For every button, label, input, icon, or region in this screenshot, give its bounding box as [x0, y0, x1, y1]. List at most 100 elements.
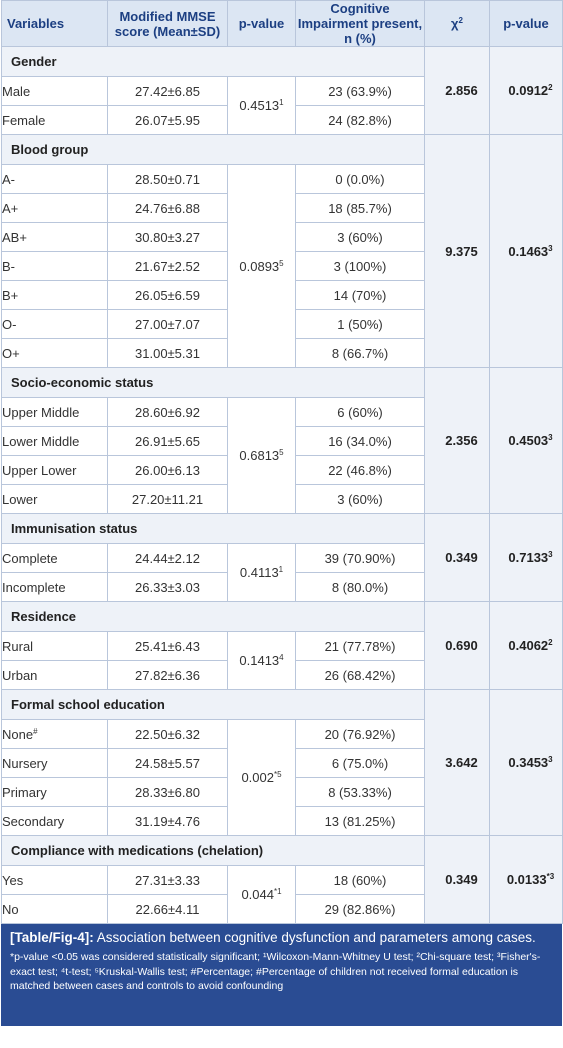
- p-value-superscript: 3: [548, 243, 553, 253]
- chi-symbol: χ: [451, 16, 459, 31]
- mmse-score: 27.00±7.07: [107, 309, 228, 339]
- impairment-count: 8 (80.0%): [295, 572, 425, 602]
- chi-square-value: 2.856: [424, 46, 490, 135]
- mmse-score: 31.19±4.76: [107, 806, 228, 836]
- row-label-text: AB+: [2, 229, 27, 245]
- header-row: Variables Modified MMSE score (Mean±SD) …: [1, 0, 563, 47]
- row-label: AB+: [1, 222, 108, 252]
- mmse-score: 21.67±2.52: [107, 251, 228, 281]
- row-label-text: Rural: [2, 638, 34, 654]
- impairment-count: 3 (60%): [295, 222, 425, 252]
- table-row: Lower Middle 26.91±5.65 16 (34.0%): [1, 426, 563, 456]
- mmse-score: 22.66±4.11: [107, 894, 228, 924]
- p-value-superscript: 2: [548, 83, 553, 92]
- impairment-count: 21 (77.78%): [295, 631, 425, 661]
- row-label-text: Complete: [2, 550, 58, 566]
- p-value-superscript: 3: [548, 755, 553, 764]
- mmse-score: 27.42±6.85: [107, 76, 228, 106]
- p-value-superscript: 3: [548, 550, 553, 559]
- table-row: B+ 26.05±6.59 14 (70%): [1, 280, 563, 310]
- chi-square-value: 3.642: [424, 689, 490, 836]
- p-value-text: 0.7133: [508, 550, 549, 565]
- p-value-text: 0.4062: [508, 638, 549, 653]
- table-row: O+ 31.00±5.31 8 (66.7%): [1, 338, 563, 368]
- row-label-text: Upper Middle: [2, 404, 80, 420]
- row-label-text: Incomplete: [2, 579, 66, 595]
- row-label: Yes: [1, 865, 108, 895]
- impairment-count: 6 (60%): [295, 397, 425, 427]
- chi-square-p-value: 0.0133*3: [489, 835, 563, 924]
- chi-superscript: 2: [458, 16, 463, 25]
- category-title: Gender: [1, 46, 425, 77]
- chi-square-p-value: 0.40622: [489, 601, 563, 690]
- header-variables: Variables: [1, 0, 108, 47]
- p-value-superscript: 1: [278, 565, 284, 574]
- p-value-superscript: 4: [279, 653, 284, 662]
- row-label-text: A-: [2, 171, 15, 187]
- category-row: Blood group 9.375 0.14633: [1, 134, 563, 368]
- category-row: Formal school education 3.642 0.34533: [1, 689, 563, 836]
- p-value-superscript: *1: [273, 887, 282, 896]
- mmse-score: 27.31±3.33: [107, 865, 228, 895]
- table-row: Nursery 24.58±5.57 6 (75.0%): [1, 748, 563, 778]
- row-label: Nursery: [1, 748, 108, 778]
- p-value-superscript: 1: [279, 98, 284, 107]
- category-title: Compliance with medications (chelation): [1, 835, 425, 866]
- impairment-count: 23 (63.9%): [295, 76, 425, 106]
- row-label-text: Female: [2, 112, 46, 128]
- p-value-superscript: 5: [279, 448, 284, 457]
- table-row: Upper Middle 28.60±6.92 0.68135 6 (60%): [1, 397, 563, 514]
- row-label-text: O+: [2, 345, 20, 361]
- mmse-score: 26.05±6.59: [107, 280, 228, 310]
- table-row: A- 28.50±0.71 0.08935 0 (0.0%): [1, 164, 563, 368]
- mmse-p-value: 0.68135: [227, 397, 296, 514]
- mmse-score: 22.50±6.32: [107, 719, 228, 749]
- impairment-count: 22 (46.8%): [295, 455, 425, 485]
- p-value-text: 0.044: [241, 887, 274, 902]
- impairment-count: 39 (70.90%): [295, 543, 425, 573]
- impairment-count: 3 (60%): [295, 484, 425, 514]
- mmse-score: 30.80±3.27: [107, 222, 228, 252]
- row-label: Upper Middle: [1, 397, 108, 427]
- caption-label: [Table/Fig-4]:: [10, 930, 94, 945]
- mmse-score: 28.50±0.71: [107, 164, 228, 194]
- row-label-text: B-: [2, 258, 15, 274]
- row-label: Lower: [1, 484, 108, 514]
- p-value-superscript: 2: [548, 638, 553, 647]
- row-label-text: Nursery: [2, 755, 48, 771]
- p-value-text: 0.1413: [239, 653, 280, 668]
- mmse-score: 25.41±6.43: [107, 631, 228, 661]
- row-label-text: Secondary: [2, 813, 65, 829]
- mmse-p-value: 0.044*1: [227, 865, 296, 924]
- impairment-count: 8 (53.33%): [295, 777, 425, 807]
- table-row: A+ 24.76±6.88 18 (85.7%): [1, 193, 563, 223]
- table-body: Gender 2.856 0.09122 Male 27.42±6.85 0.45131 2…: [1, 46, 563, 924]
- p-value-superscript: *3: [546, 872, 555, 881]
- row-label: Incomplete: [1, 572, 108, 602]
- category-title: Formal school education: [1, 689, 425, 720]
- mmse-p-value: 0.002*5: [227, 719, 296, 836]
- category-title: Residence: [1, 601, 425, 632]
- caption-text: Association between cognitive dysfunctio…: [93, 930, 536, 945]
- header-impairment: Cognitive Impairment present, n (%): [295, 0, 425, 47]
- row-label: A-: [1, 164, 108, 194]
- row-label: Male: [1, 76, 108, 106]
- impairment-count: 1 (50%): [295, 309, 425, 339]
- row-label: Urban: [1, 660, 108, 690]
- header-mmse: Modified MMSE score (Mean±SD): [107, 0, 228, 47]
- impairment-count: 29 (82.86%): [295, 894, 425, 924]
- row-label-text: O-: [2, 316, 17, 332]
- row-label: B-: [1, 251, 108, 281]
- header-chi-square: χ2: [424, 0, 490, 47]
- impairment-count: 13 (81.25%): [295, 806, 425, 836]
- chi-square-value: 0.690: [424, 601, 490, 690]
- chi-square-p-value: 0.45033: [489, 367, 563, 514]
- p-value-superscript: 5: [279, 258, 284, 268]
- impairment-count: 18 (85.7%): [295, 193, 425, 223]
- table-row: None# 22.50±6.32 0.002*5 20 (76.92%): [1, 719, 563, 836]
- row-label: Rural: [1, 631, 108, 661]
- p-value-text: 0.6813: [239, 448, 280, 463]
- row-label-text: Yes: [2, 872, 24, 888]
- table-row: No 22.66±4.11 29 (82.86%): [1, 894, 563, 924]
- row-label: A+: [1, 193, 108, 223]
